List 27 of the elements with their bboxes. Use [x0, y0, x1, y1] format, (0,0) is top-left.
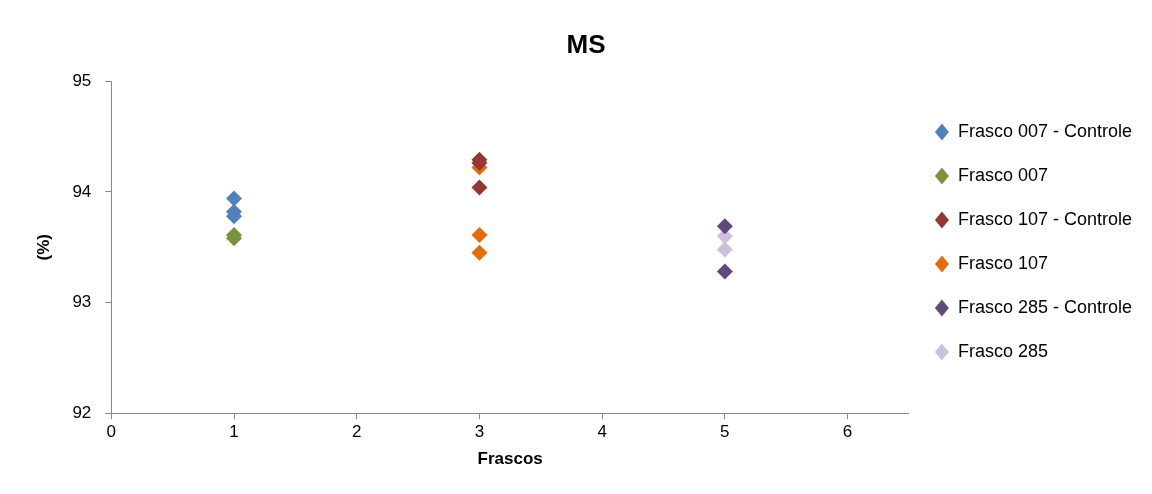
y-axis-title: (%): [33, 233, 53, 261]
y-tick-label: 93: [72, 292, 92, 312]
point: [716, 218, 733, 235]
legend-label: Frasco 285 - Controle: [957, 296, 1132, 317]
x-tick-label: 5: [720, 422, 730, 442]
x-axis-title: Frascos: [477, 449, 543, 469]
point: [471, 244, 488, 261]
y-tick-label: 95: [72, 70, 92, 90]
y-tick-label: 92: [72, 402, 92, 422]
legend-label: Frasco 107 - Controle: [957, 208, 1132, 229]
x-tick-label: 0: [106, 422, 117, 442]
x-tick-label: 4: [597, 422, 607, 442]
point: [226, 190, 243, 207]
y-tick-label: 94: [72, 181, 92, 201]
legend-label: Frasco 107: [957, 252, 1048, 273]
legend-label: Frasco 007: [957, 164, 1048, 185]
legend-label: Frasco 007 - Controle: [957, 120, 1132, 141]
point: [716, 263, 733, 280]
point: [471, 227, 488, 244]
x-tick-label: 2: [351, 422, 362, 442]
x-tick-label: 3: [474, 422, 485, 442]
chart-title: MS: [566, 28, 606, 59]
x-tick-label: 6: [842, 422, 853, 442]
point: [471, 179, 488, 196]
legend-label: Frasco 285: [957, 340, 1048, 361]
x-tick-label: 1: [229, 422, 239, 442]
point: [716, 241, 733, 258]
